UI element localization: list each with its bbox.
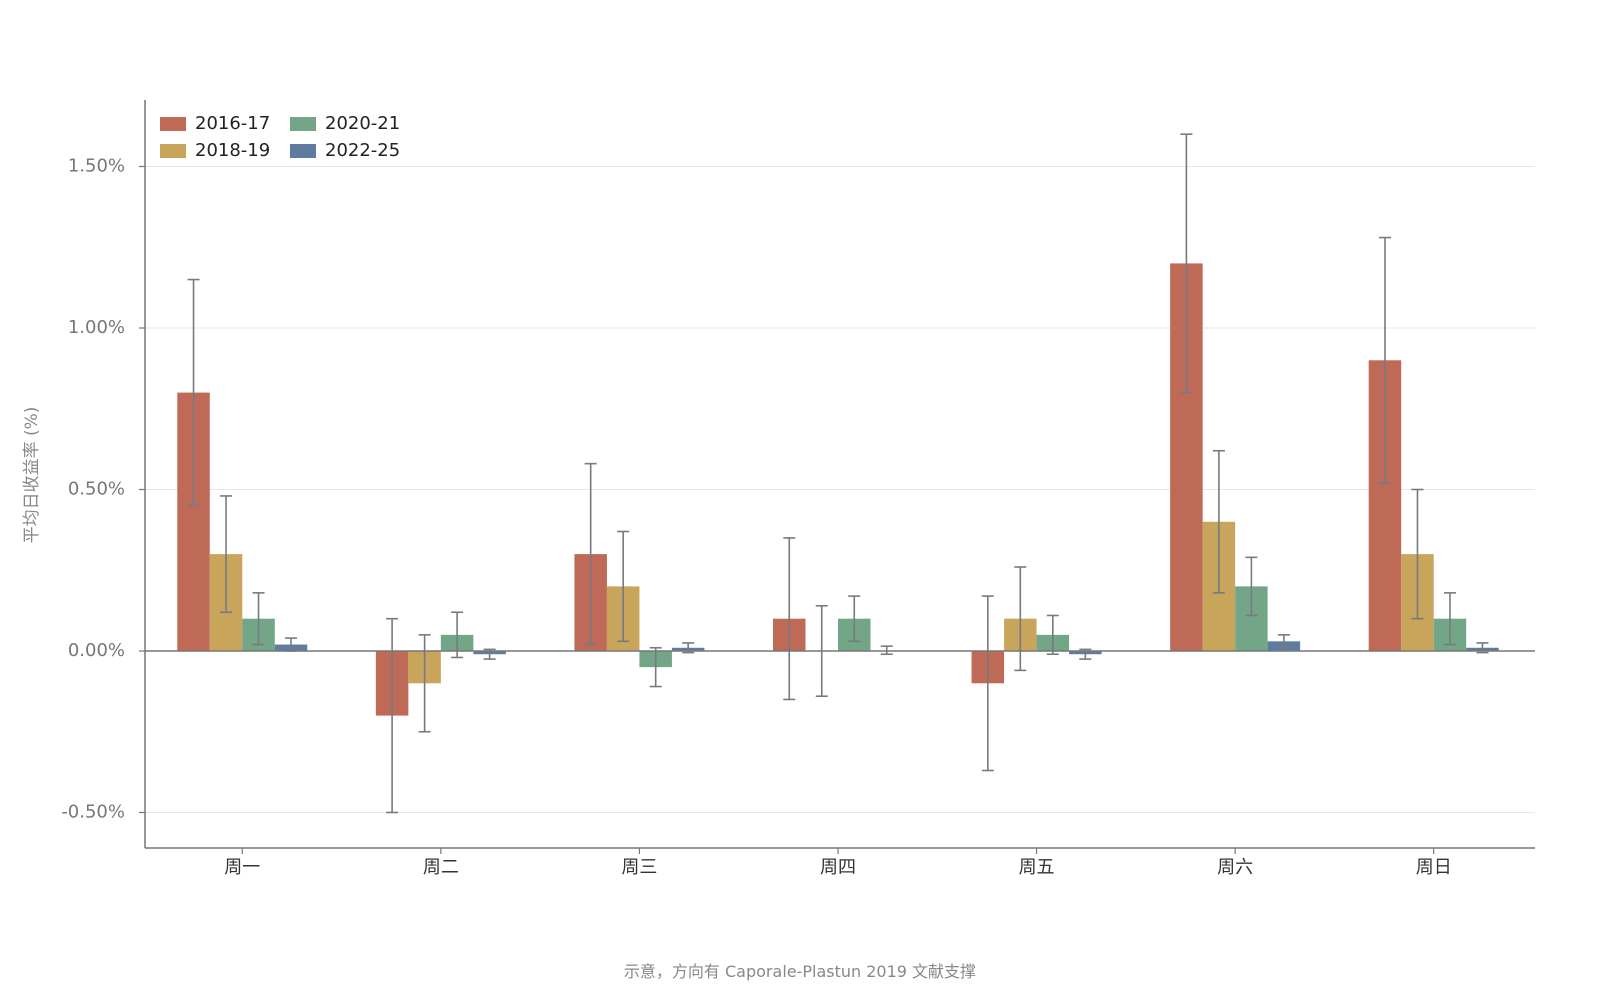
x-tick-label: 周一 — [224, 857, 260, 878]
y-tick-label: -0.50% — [61, 802, 125, 823]
x-tick-label: 周五 — [1019, 857, 1055, 878]
axes: 1.50% 1.00% 0.50% 0.00% -0.50% 周一 周二 周三 周四 周五 周六 周日 — [61, 100, 1535, 878]
x-tick-label: 周三 — [621, 857, 657, 878]
legend-label: 2020-21 — [325, 113, 400, 134]
y-tick-label: 1.50% — [68, 156, 125, 177]
y-tick-label: 1.00% — [68, 317, 125, 338]
legend-swatch — [290, 117, 316, 131]
x-tick-label: 周六 — [1217, 857, 1253, 878]
legend-swatch — [160, 144, 186, 158]
x-tick-label: 周二 — [423, 857, 459, 878]
legend-swatch — [290, 144, 316, 158]
legend-label: 2022-25 — [325, 140, 400, 161]
gridlines — [145, 166, 1535, 813]
y-axis-title: 平均日收益率 (%) — [22, 407, 42, 544]
y-tick-label: 0.00% — [68, 640, 125, 661]
legend: 2016-17 2018-19 2020-21 2022-25 — [160, 113, 400, 161]
legend-label: 2018-19 — [195, 140, 270, 161]
legend-label: 2016-17 — [195, 113, 270, 134]
chart-caption: 示意，方向有 Caporale-Plastun 2019 文献支撑 — [623, 962, 977, 981]
y-tick-label: 0.50% — [68, 479, 125, 500]
legend-swatch — [160, 117, 186, 131]
error-bars — [187, 133, 1489, 814]
x-tick-label: 周日 — [1416, 857, 1452, 878]
x-tick-label: 周四 — [820, 857, 856, 878]
